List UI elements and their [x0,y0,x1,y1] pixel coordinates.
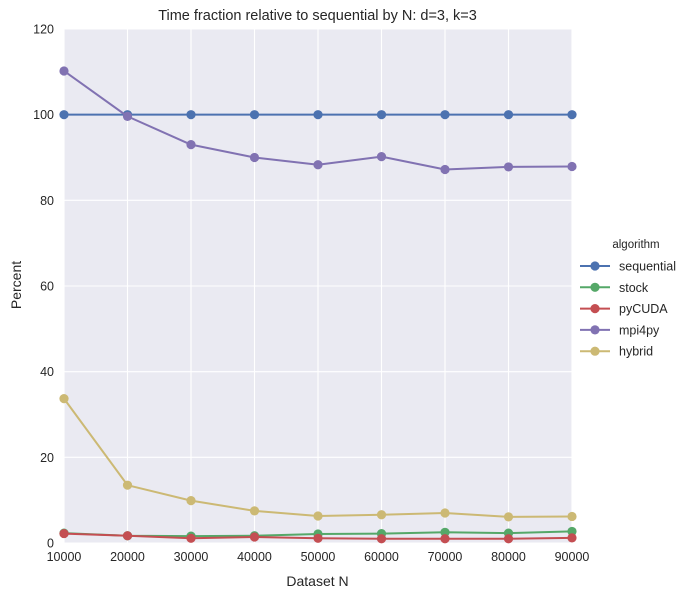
x-axis-ticks: 10000 20000 30000 40000 50000 60000 70000 80000… [47,550,590,564]
x-tick-label: 40000 [237,550,272,564]
series-lines [59,66,577,544]
x-tick-label: 90000 [555,550,590,564]
data-point-hybrid [503,512,514,522]
data-point-hybrid [186,495,196,506]
y-axis-ticks: 0 20 40 60 80 100 120 [33,23,54,551]
data-point-pycuda [313,533,323,543]
legend-label-mpi4py: mpi4py [619,323,660,337]
y-tick-label: 120 [33,23,54,37]
data-point-mpi4py [249,152,260,163]
data-point-mpi4py [59,66,69,76]
data-point-sequential [249,110,260,120]
legend-marker-sequential [590,261,600,271]
data-point-mpi4py [567,161,577,172]
data-point-hybrid [440,508,450,518]
data-point-stock [440,527,450,537]
data-point-sequential [59,110,69,120]
x-tick-label: 30000 [174,550,209,564]
x-tick-label: 60000 [364,550,399,564]
y-tick-label: 60 [40,280,54,294]
legend-marker-pycuda [590,304,600,314]
x-tick-label: 10000 [47,550,82,564]
data-point-sequential [376,110,387,120]
data-point-sequential [567,110,577,120]
y-axis-label: Percent [8,261,24,309]
legend-item-mpi4py: mpi4py [580,323,660,337]
data-point-pycuda [122,531,133,541]
data-point-hybrid [567,511,577,522]
x-tick-label: 70000 [428,550,463,564]
x-axis-label: Dataset N [286,573,348,589]
data-point-mpi4py [313,160,323,170]
data-point-hybrid [249,506,260,516]
data-point-mpi4py [122,111,133,121]
data-point-mpi4py [503,162,514,172]
data-point-sequential [440,110,450,120]
data-point-hybrid [122,480,133,490]
y-tick-label: 80 [40,194,54,208]
y-tick-label: 20 [40,451,54,465]
legend-label-pycuda: pyCUDA [619,302,668,316]
x-tick-label: 50000 [301,550,336,564]
series-mpi4py [59,66,577,175]
data-point-sequential [186,110,196,120]
legend-marker-mpi4py [590,325,600,335]
data-point-pycuda [503,534,514,544]
legend-label-sequential: sequential [619,260,676,274]
legend-marker-stock [590,282,600,292]
legend-title: algorithm [612,239,659,251]
x-tick-label: 20000 [110,550,145,564]
data-point-mpi4py [440,164,450,175]
legend-label-hybrid: hybrid [619,345,653,359]
x-tick-label: 80000 [491,550,526,564]
data-point-hybrid [313,511,323,521]
data-point-pycuda [376,534,387,544]
data-point-mpi4py [376,152,387,162]
y-tick-label: 40 [40,365,54,379]
legend-label-stock: stock [619,281,649,295]
series-pycuda [59,528,577,544]
series-hybrid [59,394,577,522]
y-tick-label: 0 [47,537,54,551]
y-tick-label: 100 [33,108,54,122]
legend: algorithm sequential stock pyCUDA mpi4py hyb… [580,239,676,359]
data-point-pycuda [59,528,69,539]
data-point-hybrid [376,510,387,520]
data-point-pycuda [249,532,260,542]
data-point-mpi4py [186,140,196,150]
data-point-sequential [503,110,514,120]
data-point-pycuda [186,533,196,543]
data-point-stock [567,526,577,537]
legend-item-hybrid: hybrid [580,345,653,359]
data-point-hybrid [59,394,69,404]
data-point-sequential [313,110,323,120]
chart-title: Time fraction relative to sequential by … [158,8,477,24]
data-point-pycuda [567,533,577,543]
data-point-pycuda [440,534,450,544]
legend-item-sequential: sequential [580,260,676,274]
legend-item-stock: stock [580,281,649,295]
legend-marker-hybrid [590,346,600,356]
legend-item-pycuda: pyCUDA [580,302,668,316]
